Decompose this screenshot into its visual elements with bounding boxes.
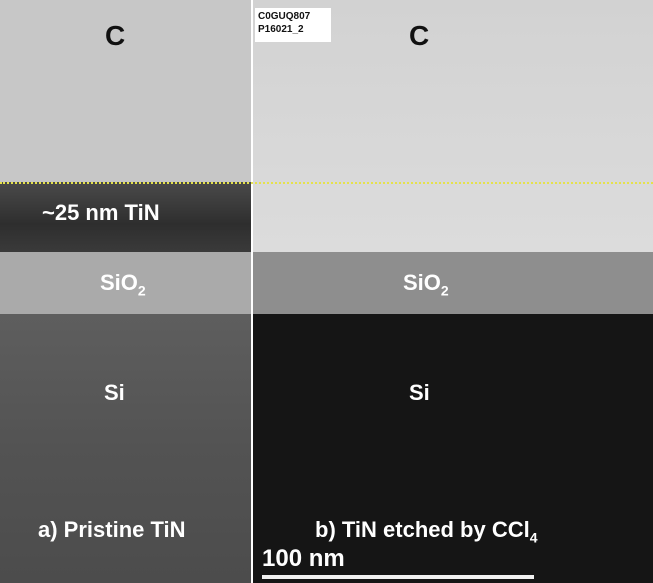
tin-layer-a	[0, 182, 251, 252]
panel-b-etched: C SiO2 Si b) TiN etched by CCl4	[253, 0, 653, 583]
scale-bar-label: 100 nm	[262, 545, 345, 572]
sample-tag-line1: C0GUQ807	[258, 11, 311, 22]
caption-b: b) TiN etched by CCl4	[315, 517, 538, 545]
sio2-layer-b	[253, 252, 653, 314]
si-layer-b	[253, 314, 653, 583]
sample-tag: C0GUQ807 P16021_2	[255, 8, 331, 42]
caption-b-text: b) TiN etched by CCl	[315, 517, 530, 542]
sample-tag-line2: P16021_2	[258, 24, 304, 35]
label-tin: ~25 nm TiN	[42, 200, 160, 225]
label-sio2-b-main: SiO	[403, 270, 441, 295]
scale-bar	[262, 575, 534, 579]
caption-b-sub: 4	[529, 529, 538, 546]
label-sio2-a-main: SiO	[100, 270, 138, 295]
label-si-b: Si	[409, 380, 430, 405]
label-c-b: C	[409, 20, 430, 51]
carbon-layer-b	[253, 0, 653, 252]
si-layer-a	[0, 314, 251, 583]
label-sio2-b-sub: 2	[440, 282, 449, 299]
label-sio2-a-sub: 2	[137, 282, 146, 299]
label-sio2-b: SiO2	[403, 270, 449, 298]
label-si-a: Si	[104, 380, 125, 405]
label-sio2-a: SiO2	[100, 270, 146, 298]
label-c-a: C	[105, 20, 126, 51]
sio2-layer-a	[0, 252, 251, 314]
panel-a-pristine: C ~25 nm TiN SiO2 Si a) Pristine TiN	[0, 0, 251, 583]
caption-a: a) Pristine TiN	[38, 517, 186, 542]
carbon-layer-a	[0, 0, 251, 182]
panel-divider	[251, 0, 253, 583]
interface-line	[0, 182, 653, 184]
